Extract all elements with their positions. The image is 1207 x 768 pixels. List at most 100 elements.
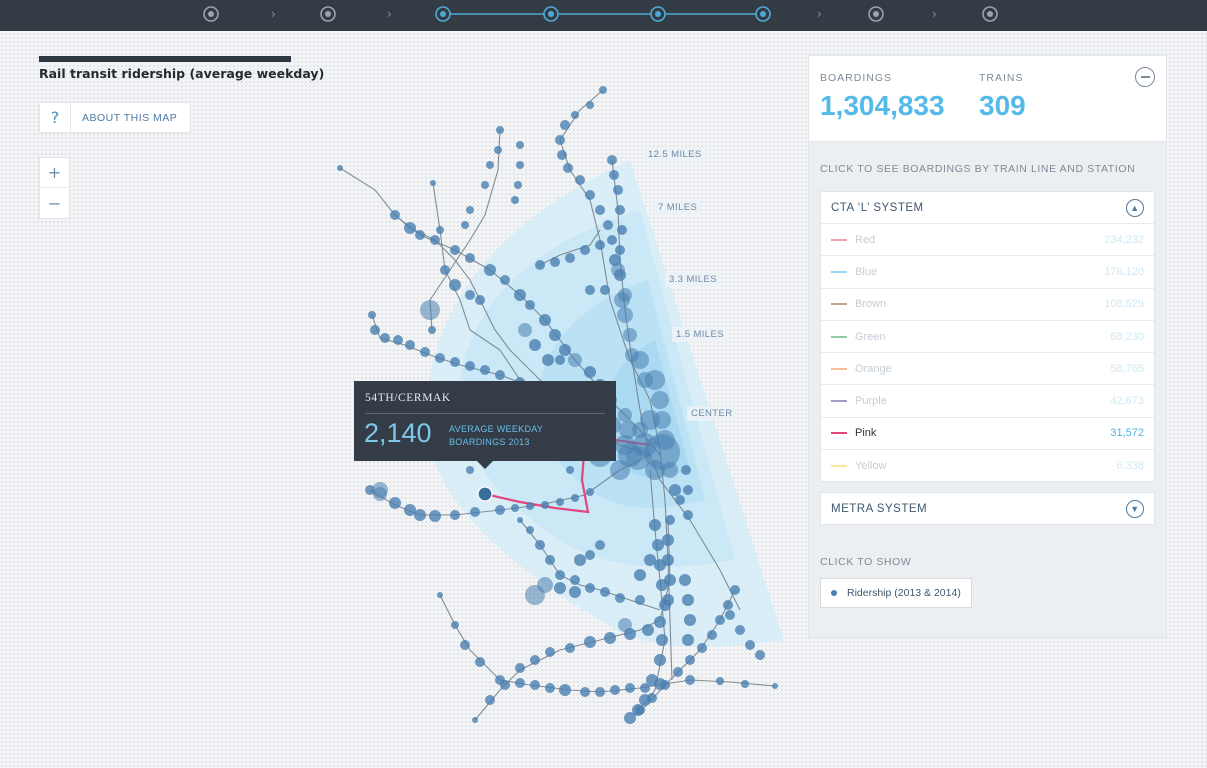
station-marker[interactable] bbox=[565, 253, 575, 263]
station-marker[interactable] bbox=[618, 408, 632, 422]
station-marker[interactable] bbox=[617, 307, 633, 323]
station-marker[interactable] bbox=[635, 705, 645, 715]
station-marker[interactable] bbox=[646, 674, 658, 686]
station-marker[interactable] bbox=[557, 150, 567, 160]
station-marker[interactable] bbox=[570, 575, 580, 585]
station-marker[interactable] bbox=[707, 630, 717, 640]
station-marker[interactable] bbox=[682, 634, 694, 646]
station-marker[interactable] bbox=[450, 357, 460, 367]
station-marker[interactable] bbox=[656, 579, 668, 591]
station-marker[interactable] bbox=[530, 680, 540, 690]
station-marker[interactable] bbox=[495, 370, 505, 380]
station-marker[interactable] bbox=[600, 587, 610, 597]
station-marker[interactable] bbox=[430, 180, 436, 186]
station-marker[interactable] bbox=[617, 225, 627, 235]
station-marker[interactable] bbox=[560, 120, 570, 130]
station-marker[interactable] bbox=[585, 583, 595, 593]
station-marker[interactable] bbox=[595, 205, 605, 215]
station-marker[interactable] bbox=[390, 210, 400, 220]
station-marker[interactable] bbox=[741, 680, 749, 688]
station-marker[interactable] bbox=[715, 615, 725, 625]
line-row-red[interactable]: Red 234,232 bbox=[821, 223, 1154, 255]
station-marker[interactable] bbox=[466, 206, 474, 214]
station-marker[interactable] bbox=[624, 712, 636, 724]
station-marker[interactable] bbox=[654, 559, 666, 571]
station-marker[interactable] bbox=[481, 181, 489, 189]
station-marker[interactable] bbox=[428, 326, 436, 334]
station-marker[interactable] bbox=[679, 574, 691, 586]
line-row-pink[interactable]: Pink 31,572 bbox=[821, 416, 1154, 449]
station-marker[interactable] bbox=[683, 510, 693, 520]
station-marker[interactable] bbox=[631, 351, 649, 369]
station-marker[interactable] bbox=[635, 595, 645, 605]
station-marker[interactable] bbox=[599, 86, 607, 94]
station-marker[interactable] bbox=[480, 365, 490, 375]
station-marker[interactable] bbox=[568, 353, 582, 367]
station-marker[interactable] bbox=[585, 550, 595, 560]
station-marker[interactable] bbox=[549, 329, 561, 341]
station-marker[interactable] bbox=[649, 519, 661, 531]
station-marker[interactable] bbox=[595, 540, 605, 550]
station-marker[interactable] bbox=[495, 505, 505, 515]
station-marker[interactable] bbox=[515, 678, 525, 688]
line-row-orange[interactable]: Orange 58,765 bbox=[821, 352, 1154, 384]
station-marker[interactable] bbox=[640, 683, 650, 693]
station-marker[interactable] bbox=[475, 295, 485, 305]
station-marker[interactable] bbox=[603, 220, 613, 230]
station-marker[interactable] bbox=[604, 632, 616, 644]
line-row-purple[interactable]: Purple 42,673 bbox=[821, 384, 1154, 416]
station-marker[interactable] bbox=[580, 687, 590, 697]
station-marker[interactable] bbox=[669, 484, 681, 496]
station-marker[interactable] bbox=[652, 539, 664, 551]
station-marker[interactable] bbox=[414, 509, 426, 521]
station-marker[interactable] bbox=[580, 245, 590, 255]
station-marker[interactable] bbox=[651, 391, 669, 409]
station-marker[interactable] bbox=[575, 175, 585, 185]
station-marker[interactable] bbox=[461, 221, 469, 229]
ridership-toggle[interactable]: Ridership (2013 & 2014) bbox=[820, 578, 972, 608]
station-marker[interactable] bbox=[723, 600, 733, 610]
station-marker[interactable] bbox=[683, 485, 693, 495]
station-marker[interactable] bbox=[585, 190, 595, 200]
station-marker[interactable] bbox=[429, 510, 441, 522]
station-marker[interactable] bbox=[571, 494, 579, 502]
station-marker[interactable] bbox=[496, 126, 504, 134]
station-marker[interactable] bbox=[393, 335, 403, 345]
station-marker[interactable] bbox=[730, 585, 740, 595]
station-marker[interactable] bbox=[685, 655, 695, 665]
station-marker[interactable] bbox=[389, 497, 401, 509]
station-marker[interactable] bbox=[449, 279, 461, 291]
station-marker[interactable] bbox=[436, 226, 444, 234]
station-marker[interactable] bbox=[465, 290, 475, 300]
station-marker[interactable] bbox=[539, 314, 551, 326]
station-marker[interactable] bbox=[415, 230, 425, 240]
station-marker[interactable] bbox=[555, 355, 565, 365]
station-marker[interactable] bbox=[613, 185, 623, 195]
station-marker[interactable] bbox=[675, 495, 685, 505]
station-marker[interactable] bbox=[619, 421, 637, 439]
station-marker[interactable] bbox=[518, 323, 532, 337]
station-marker[interactable] bbox=[563, 163, 573, 173]
station-marker[interactable] bbox=[404, 504, 416, 516]
station-marker[interactable] bbox=[430, 235, 440, 245]
station-marker[interactable] bbox=[484, 264, 496, 276]
station-marker[interactable] bbox=[440, 265, 450, 275]
station-marker[interactable] bbox=[550, 257, 560, 267]
station-marker[interactable] bbox=[685, 675, 695, 685]
station-marker[interactable] bbox=[545, 555, 555, 565]
station-marker[interactable] bbox=[566, 466, 574, 474]
station-marker[interactable] bbox=[554, 582, 566, 594]
station-marker[interactable] bbox=[607, 155, 617, 165]
station-marker[interactable] bbox=[607, 235, 617, 245]
station-marker[interactable] bbox=[555, 135, 565, 145]
station-marker[interactable] bbox=[451, 621, 459, 629]
station-marker[interactable] bbox=[644, 554, 656, 566]
station-marker[interactable] bbox=[615, 205, 625, 215]
station-marker[interactable] bbox=[486, 161, 494, 169]
station-marker[interactable] bbox=[435, 353, 445, 363]
station-marker[interactable] bbox=[470, 507, 480, 517]
station-marker[interactable] bbox=[545, 683, 555, 693]
station-marker[interactable] bbox=[634, 569, 646, 581]
station-marker[interactable] bbox=[380, 333, 390, 343]
loop-hub-marker[interactable] bbox=[644, 434, 680, 470]
